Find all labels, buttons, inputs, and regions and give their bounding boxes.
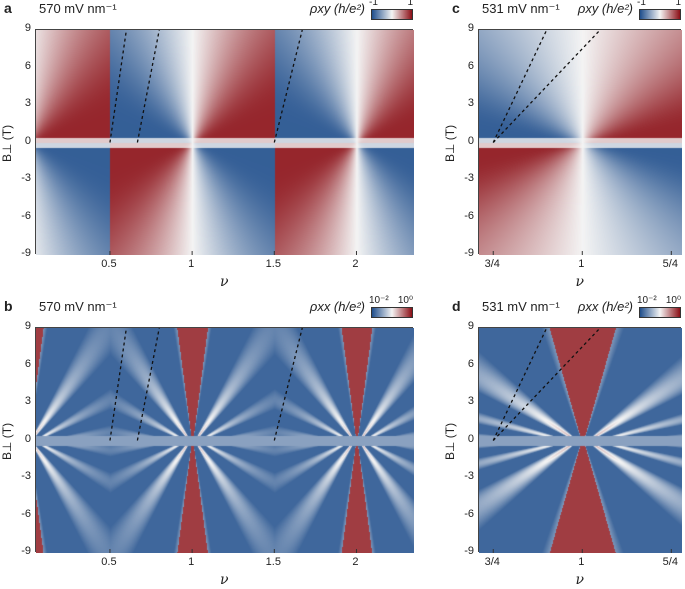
y-tick-label: 6 [467,357,474,370]
x-tick-label: 0.5 [101,258,117,270]
y-tick-label: 9 [467,320,474,332]
quantity-label: ρxy (h/e²) [309,1,365,16]
colorbar-max-label: 10⁰ [665,295,681,306]
dashed-guide-line [273,29,303,143]
panel-title: 531 mV nm⁻¹ [482,1,560,16]
y-tick-label: -9 [464,247,474,259]
y-tick-label: -3 [464,172,474,184]
colorbar-max-label: 1 [407,0,413,8]
x-axis-label: ν [575,572,585,588]
y-tick-label: 0 [467,432,474,445]
panel-title: 570 mV nm⁻¹ [39,299,117,314]
x-tick-label: 2 [352,258,359,270]
dashed-guide-line [492,327,601,441]
colorbar [371,307,413,318]
colorbar-max-label: 10⁰ [397,295,413,306]
x-tick-label: 2 [352,556,359,568]
y-axis-label: B⊥ (T) [0,124,14,162]
quantity-label: ρxy (h/e²) [577,1,633,16]
y-axis-label: B⊥ (T) [443,422,457,460]
y-tick-label: 6 [24,357,31,370]
y-tick-label: 6 [24,59,31,72]
overlay [492,29,672,255]
x-tick-label: 1 [188,258,195,270]
colorbar-min-label: 10⁻² [637,295,657,306]
c-panel-letter: c [452,0,460,16]
y-tick-label: -6 [464,209,474,222]
y-tick-label: -9 [464,545,474,557]
quantity-label: ρxx (h/e²) [309,299,365,314]
x-tick-label: 0.5 [101,556,117,568]
x-tick-label: 1 [188,556,195,568]
x-tick-label: 3/4 [484,258,500,270]
y-axis-label: B⊥ (T) [0,422,14,460]
heatmap-cells [36,30,414,255]
overlay [109,29,357,255]
c-heatmap-plot [478,29,682,255]
y-tick-label: -6 [21,209,31,222]
dashed-guide-line [492,29,601,143]
y-tick-label: -3 [21,172,31,184]
x-tick-label: 1 [578,258,585,270]
x-axis-label: ν [220,572,229,588]
y-tick-label: 9 [467,22,474,34]
y-tick-label: 3 [467,97,474,109]
colorbar-max-label: 1 [675,0,681,8]
dashed-guide-line [492,327,548,441]
colorbar-min-label: -1 [637,0,646,8]
x-tick-label: 5/4 [662,258,678,270]
x-axis-label: ν [575,274,585,290]
b-heatmap-plot [35,327,414,553]
x-tick-label: 1 [578,556,585,568]
x-tick-label: 3/4 [484,556,500,568]
x-tick-label: 1.5 [265,556,281,568]
colorbar [639,307,681,318]
dashed-guide-line [136,29,160,143]
y-tick-label: 9 [24,320,31,332]
heatmap-cells [36,328,414,553]
overlay [109,327,357,553]
panel-title: 531 mV nm⁻¹ [482,299,560,314]
a-panel-letter: a [4,0,12,16]
panel-title: 570 mV nm⁻¹ [39,1,117,16]
heatmap-cells [479,30,682,255]
d-panel-letter: d [452,298,461,314]
dashed-guide-line [492,29,548,143]
dashed-guide-line [273,327,303,441]
y-tick-label: -9 [21,247,31,259]
y-tick-label: 0 [24,134,31,147]
y-tick-label: -6 [21,507,31,520]
x-tick-label: 1.5 [265,258,281,270]
dashed-guide-line [109,29,128,143]
y-tick-label: -9 [21,545,31,557]
y-tick-label: 6 [467,59,474,72]
y-axis-label: B⊥ (T) [443,124,457,162]
quantity-label: ρxx (h/e²) [577,299,633,314]
x-axis-label: ν [220,274,229,290]
y-tick-label: 9 [24,22,31,34]
y-tick-label: 0 [467,134,474,147]
overlay [492,327,672,553]
y-tick-label: 3 [467,395,474,407]
colorbar [639,9,681,20]
x-tick-label: 5/4 [662,556,678,568]
y-tick-label: 3 [24,395,31,407]
y-tick-label: -3 [464,470,474,482]
y-tick-label: -3 [21,470,31,482]
colorbar-min-label: -1 [369,0,378,8]
a-heatmap-plot [35,29,414,255]
colorbar [371,9,413,20]
dashed-guide-line [136,327,160,441]
dashed-guide-line [109,327,128,441]
y-tick-label: 0 [24,432,31,445]
heatmap-cells [479,328,682,553]
y-tick-label: -6 [464,507,474,520]
colorbar-min-label: 10⁻² [369,295,389,306]
y-tick-label: 3 [24,97,31,109]
d-heatmap-plot [478,327,682,553]
b-panel-letter: b [4,298,13,314]
